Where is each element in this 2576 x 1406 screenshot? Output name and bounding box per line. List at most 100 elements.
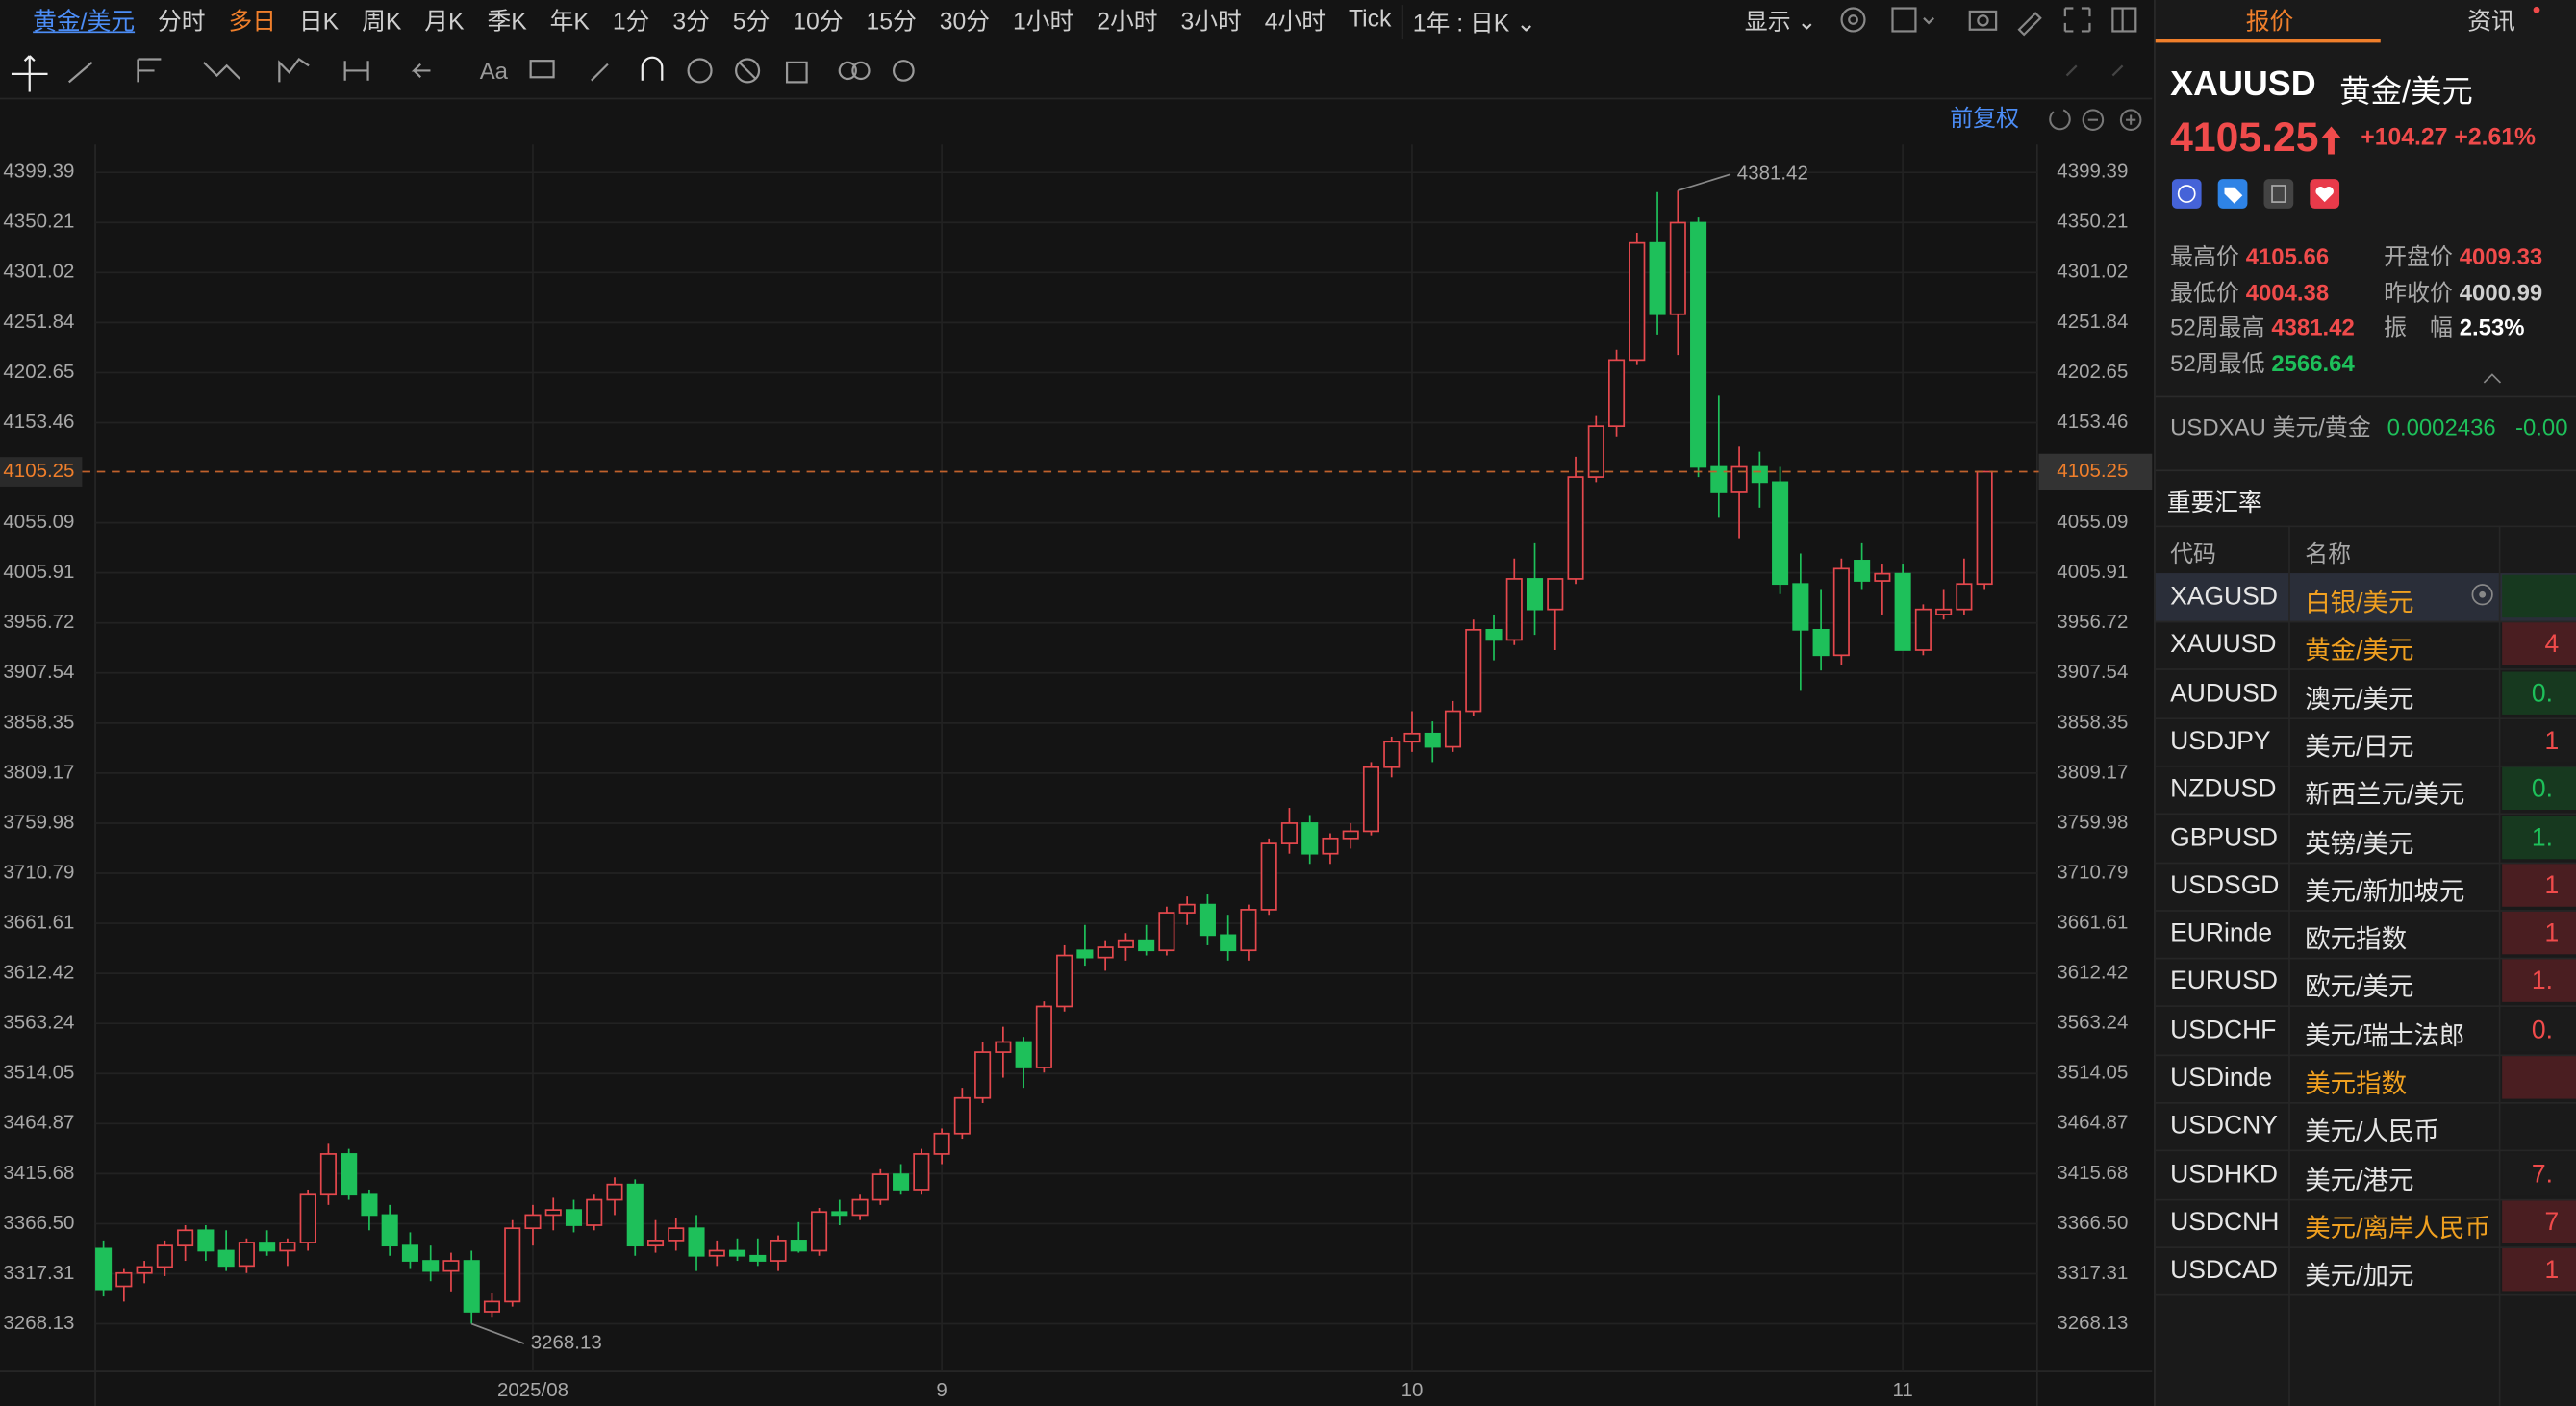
quote-panel: 报价 资讯 XAUUSD 黄金/美元 4105.25 +104.27 +2.61… bbox=[2154, 0, 2576, 1406]
related-price: 0.0002436 bbox=[2387, 414, 2496, 440]
delete-tool[interactable] bbox=[785, 61, 808, 84]
range-menu[interactable]: 1年 : 日K ⌄ bbox=[1401, 5, 1536, 39]
y-tick-label: 3366.50 bbox=[2057, 1212, 2128, 1234]
period-tab[interactable]: 3分 bbox=[672, 9, 710, 36]
y-tick-label: 3710.79 bbox=[3, 861, 74, 883]
period-tab[interactable]: 30分 bbox=[939, 9, 991, 36]
period-tab[interactable]: 年K bbox=[549, 9, 590, 36]
period-tab[interactable]: Tick bbox=[1348, 6, 1392, 34]
rate-name: 澳元/美元 bbox=[2305, 686, 2414, 715]
rate-row[interactable]: XAGUSD 白银/美元 bbox=[2155, 573, 2576, 623]
period-tab[interactable]: 季K bbox=[487, 9, 527, 36]
rate-row[interactable]: USDHKD 美元/港元 7. bbox=[2155, 1151, 2576, 1200]
period-tab[interactable]: 月K bbox=[424, 9, 465, 36]
candle-body bbox=[1056, 954, 1073, 1008]
display-menu[interactable]: 显示 ⌄ bbox=[1744, 8, 1817, 35]
rate-name: 黄金/美元 bbox=[2305, 638, 2414, 666]
y-tick-label: 4399.39 bbox=[2057, 161, 2128, 183]
symbol-tab[interactable]: 黄金/美元 bbox=[33, 9, 136, 36]
wave-tool[interactable] bbox=[202, 62, 241, 80]
y-tick-label: 4251.84 bbox=[3, 311, 74, 333]
rate-code: USDHKD bbox=[2170, 1160, 2278, 1189]
pen-tool[interactable] bbox=[591, 63, 609, 82]
header-code: 代码 bbox=[2170, 540, 2216, 567]
rate-row[interactable]: EURinde 欧元指数 1 bbox=[2155, 910, 2576, 960]
y-tick-label: 4153.46 bbox=[3, 411, 74, 433]
period-tab[interactable]: 5分 bbox=[732, 9, 770, 36]
line-tool[interactable] bbox=[68, 62, 93, 84]
undo-redo[interactable] bbox=[2065, 64, 2124, 77]
compare-tool[interactable] bbox=[838, 61, 857, 81]
candle-body bbox=[1362, 766, 1380, 833]
collapse[interactable] bbox=[2481, 369, 2504, 386]
lock-tool[interactable] bbox=[687, 58, 713, 84]
rate-row[interactable]: GBPUSD 英镑/美元 1. bbox=[2155, 814, 2576, 864]
candle-body bbox=[1322, 837, 1339, 855]
candle-body bbox=[1158, 912, 1175, 952]
period-tab[interactable]: 日K bbox=[298, 9, 340, 36]
candle-body bbox=[790, 1240, 807, 1252]
rate-row[interactable]: EURUSD 欧元/美元 1. bbox=[2155, 958, 2576, 1008]
candle-body bbox=[1874, 572, 1891, 582]
rate-value: 0. bbox=[2531, 1016, 2553, 1044]
rate-value: 1 bbox=[2544, 727, 2560, 756]
rate-cell bbox=[2502, 670, 2576, 715]
candle-body bbox=[156, 1244, 173, 1268]
rate-row[interactable]: NZDUSD 新西兰元/美元 0. bbox=[2155, 766, 2576, 816]
globe-icon[interactable] bbox=[2171, 179, 2202, 209]
period-tab[interactable]: 多日 bbox=[228, 9, 276, 36]
arrow-tool[interactable] bbox=[411, 63, 431, 79]
annotation-label: 3268.13 bbox=[531, 1331, 602, 1353]
rate-cell bbox=[2502, 574, 2576, 618]
rate-row[interactable]: USDCNH 美元/离岸人民币 7 bbox=[2155, 1199, 2576, 1248]
candle-body bbox=[1772, 481, 1789, 586]
period-tab[interactable]: 15分 bbox=[866, 9, 917, 36]
pattern-tool[interactable] bbox=[278, 57, 310, 83]
rate-row[interactable]: USDJPY 美元/日元 1 bbox=[2155, 717, 2576, 767]
magnet-tool[interactable] bbox=[641, 56, 664, 81]
hide-tool[interactable] bbox=[735, 58, 761, 84]
quote-tab[interactable]: 报价 bbox=[2245, 10, 2294, 37]
measure-tool[interactable] bbox=[343, 61, 369, 81]
news-tab[interactable]: 资讯 bbox=[2467, 10, 2515, 37]
rate-row[interactable]: USDCAD 美元/加元 1 bbox=[2155, 1247, 2576, 1296]
rate-code: GBPUSD bbox=[2170, 823, 2278, 852]
stat-label: 最低价 bbox=[2170, 278, 2239, 305]
x-tick-label: 11 bbox=[1892, 1379, 1912, 1401]
text-tool[interactable]: Aa bbox=[480, 59, 509, 85]
top-icons[interactable] bbox=[1831, 3, 2152, 39]
adjust-label[interactable]: 前复权 bbox=[1950, 106, 2019, 132]
rate-row[interactable]: USDSGD 美元/新加坡元 1 bbox=[2155, 862, 2576, 912]
candle-body bbox=[1178, 903, 1196, 914]
period-tab[interactable]: 1小时 bbox=[1013, 9, 1074, 36]
period-tab[interactable]: 1分 bbox=[612, 9, 650, 36]
move-tool[interactable] bbox=[11, 55, 48, 92]
candle-body bbox=[811, 1211, 828, 1252]
stat-value: 4000.99 bbox=[2459, 278, 2543, 305]
note-tool[interactable] bbox=[529, 60, 555, 79]
period-tab[interactable]: 2小时 bbox=[1097, 9, 1158, 36]
period-tab[interactable]: 分时 bbox=[158, 9, 206, 36]
rate-name: 白银/美元 bbox=[2305, 590, 2414, 618]
fib-tool[interactable] bbox=[137, 58, 162, 83]
rate-code: USDCAD bbox=[2170, 1256, 2278, 1285]
rate-row[interactable]: USDCNY 美元/人民币 bbox=[2155, 1103, 2576, 1152]
rate-code: USDinde bbox=[2170, 1064, 2273, 1092]
rate-row[interactable]: USDCHF 美元/瑞士法郎 0. bbox=[2155, 1006, 2576, 1056]
rate-row[interactable]: XAUUSD 黄金/美元 4 bbox=[2155, 621, 2576, 671]
period-tab[interactable]: 周K bbox=[362, 9, 402, 36]
settings-tool[interactable] bbox=[892, 60, 915, 82]
candle-body bbox=[401, 1244, 418, 1262]
rate-row[interactable]: AUDUSD 澳元/美元 0. bbox=[2155, 669, 2576, 719]
doc-icon[interactable] bbox=[2263, 179, 2294, 209]
y-tick-label: 4005.91 bbox=[2057, 561, 2128, 583]
period-tab[interactable]: 4小时 bbox=[1264, 9, 1326, 36]
chart-controls[interactable] bbox=[2049, 109, 2142, 131]
last-price: 4105.25 bbox=[2170, 114, 2319, 162]
watch-icon[interactable] bbox=[2471, 583, 2494, 606]
rate-row[interactable]: USDinde 美元指数 bbox=[2155, 1054, 2576, 1104]
related-quote[interactable]: USDXAU 美元/黄金 0.0002436 -0.00 bbox=[2170, 411, 2567, 443]
period-tab[interactable]: 3小时 bbox=[1180, 9, 1242, 36]
candle-body bbox=[1117, 939, 1134, 948]
period-tab[interactable]: 10分 bbox=[793, 9, 844, 36]
